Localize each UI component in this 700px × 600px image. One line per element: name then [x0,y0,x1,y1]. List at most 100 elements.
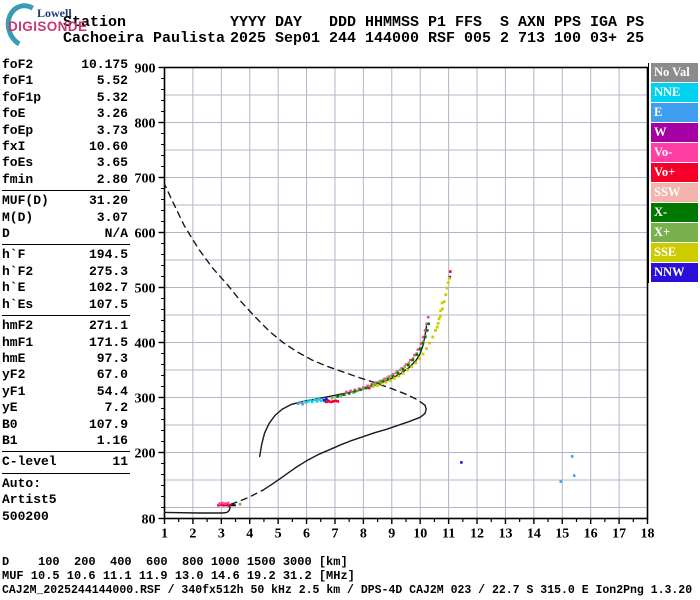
echo-E [559,480,563,483]
echo-Vo-minus [349,389,352,393]
param-value: 5.32 [96,89,128,105]
echo-X-plus [403,365,406,368]
echo-X-plus [382,378,385,382]
param-row: h`F 194.5 [2,247,128,263]
echo-X-minus [411,358,415,362]
param-value: 3.07 [96,209,128,225]
param-value: 67.0 [96,367,128,383]
legend-item-E: E [651,103,698,122]
echo-X-plus [394,371,398,374]
echo-Vo-minus [383,377,386,381]
echo-Vo-minus [345,390,348,394]
echo-X-minus [407,363,410,367]
echo-NNE [315,400,319,403]
F-true-height-profile [261,404,427,492]
x-tick-label: 8 [360,527,367,542]
topside-profile-extrapolation-dashed [163,183,426,406]
param-label: h`F2 [2,263,34,279]
echo-Vo-minus [226,501,230,505]
param-row: fmin 2.80 [2,172,128,188]
echo-X-minus [421,341,425,345]
x-tick-label: 3 [218,527,225,542]
echo-Vo-minus [353,388,357,392]
x-tick-label: 5 [275,527,282,542]
param-value: 10.60 [88,139,128,155]
param-label: foF1p [2,89,42,105]
echo-SSE-xmode [431,335,435,339]
param-row: yF2 67.0 [2,367,128,383]
echo-X-plus [335,395,338,399]
param-row: B0 107.9 [2,417,128,433]
echo-Vo-minus [413,353,416,357]
param-value: 3.73 [96,122,128,138]
echo-status-legend: No Val NNE E W Vo- Vo+ SSW X- X+ SSE NNW [651,63,698,283]
echo-SSE-xmode [406,368,409,372]
legend-item-W: W [651,123,698,142]
echo-Vo-minus [400,367,403,370]
echo-SSE-xmode [435,325,439,329]
ionogram-plot: 1 2 3 4 5 6 7 8 9 10 11 12 13 14 15 16 17 188020030040050… [135,62,655,542]
y-tick-label: 400 [135,337,156,352]
echo-X-minus [401,368,405,371]
echo-X-plus [377,380,381,384]
echo-X-minus [376,382,379,385]
echo-X-minus [426,329,429,332]
header-column-values: 2025 Sep01 244 144000 RSF 005 2 713 100 … [230,30,645,47]
echo-Vo-minus [370,383,374,386]
param-row: MUF(D) 31.20 [2,193,128,209]
panel-divider [2,451,130,453]
echo-Vo-plus [222,504,225,507]
param-value: 2.80 [96,171,128,187]
param-label: M(D) [2,209,34,225]
echo-SSE-xmode [414,361,418,365]
param-row: foF2 10.175 [2,57,128,73]
echo-SSE-xmode [376,384,379,387]
param-row: hmE 97.3 [2,351,128,367]
echo-Vo-plus [325,400,328,404]
param-row: yF1 54.4 [2,384,128,400]
echo-Vo-minus [224,502,227,505]
autoscaler-info-line: 500200 [2,508,49,524]
legend-item-SSE: SSE [651,243,698,262]
echo-Vo-plus [329,400,333,404]
echo-SSE-xmode [421,352,425,356]
param-label: MUF(D) [2,193,49,209]
echo-X-plus [411,357,415,360]
panel-divider [2,190,130,192]
echo-SSE-xmode [410,365,414,369]
panel-divider [2,315,130,317]
echo-E [299,401,302,404]
echo-SSE-xmode [397,374,401,378]
param-label: fmin [2,171,34,187]
echo-Vo-minus [391,373,395,376]
x-tick-label: 7 [331,527,338,542]
y-tick-label: 80 [142,513,156,528]
autoscaler-info-line: Artist5 [2,492,57,508]
echo-E [570,455,574,458]
echo-X-minus [415,353,419,356]
legend-item-NNW: NNW [651,263,698,282]
param-value: 107.5 [88,296,128,312]
echo-Vo-minus [218,502,221,505]
echo-Vo-plus [449,270,452,273]
echo-X-plus [356,389,359,393]
param-row: foEs 3.65 [2,155,128,171]
param-label: foEp [2,122,34,138]
param-label: yF1 [2,383,26,399]
param-label: foF1 [2,73,34,89]
param-label: h`E [2,280,26,296]
param-label: hmE [2,350,26,366]
autoscaler-info-line: Auto: [2,475,42,491]
echo-NNE [313,398,316,401]
echo-Vo-minus [421,335,425,339]
legend-item-Vo+: Vo+ [651,163,698,182]
echo-X-plus [399,368,402,372]
echo-X-minus [418,347,422,351]
echo-Vo-minus [379,379,382,383]
echo-X-minus [342,393,345,396]
echo-E [296,402,300,405]
echo-Vo-minus [425,322,428,326]
param-label: hmF1 [2,334,34,350]
y-tick-label: 700 [135,172,156,187]
plot-frame [163,66,649,520]
